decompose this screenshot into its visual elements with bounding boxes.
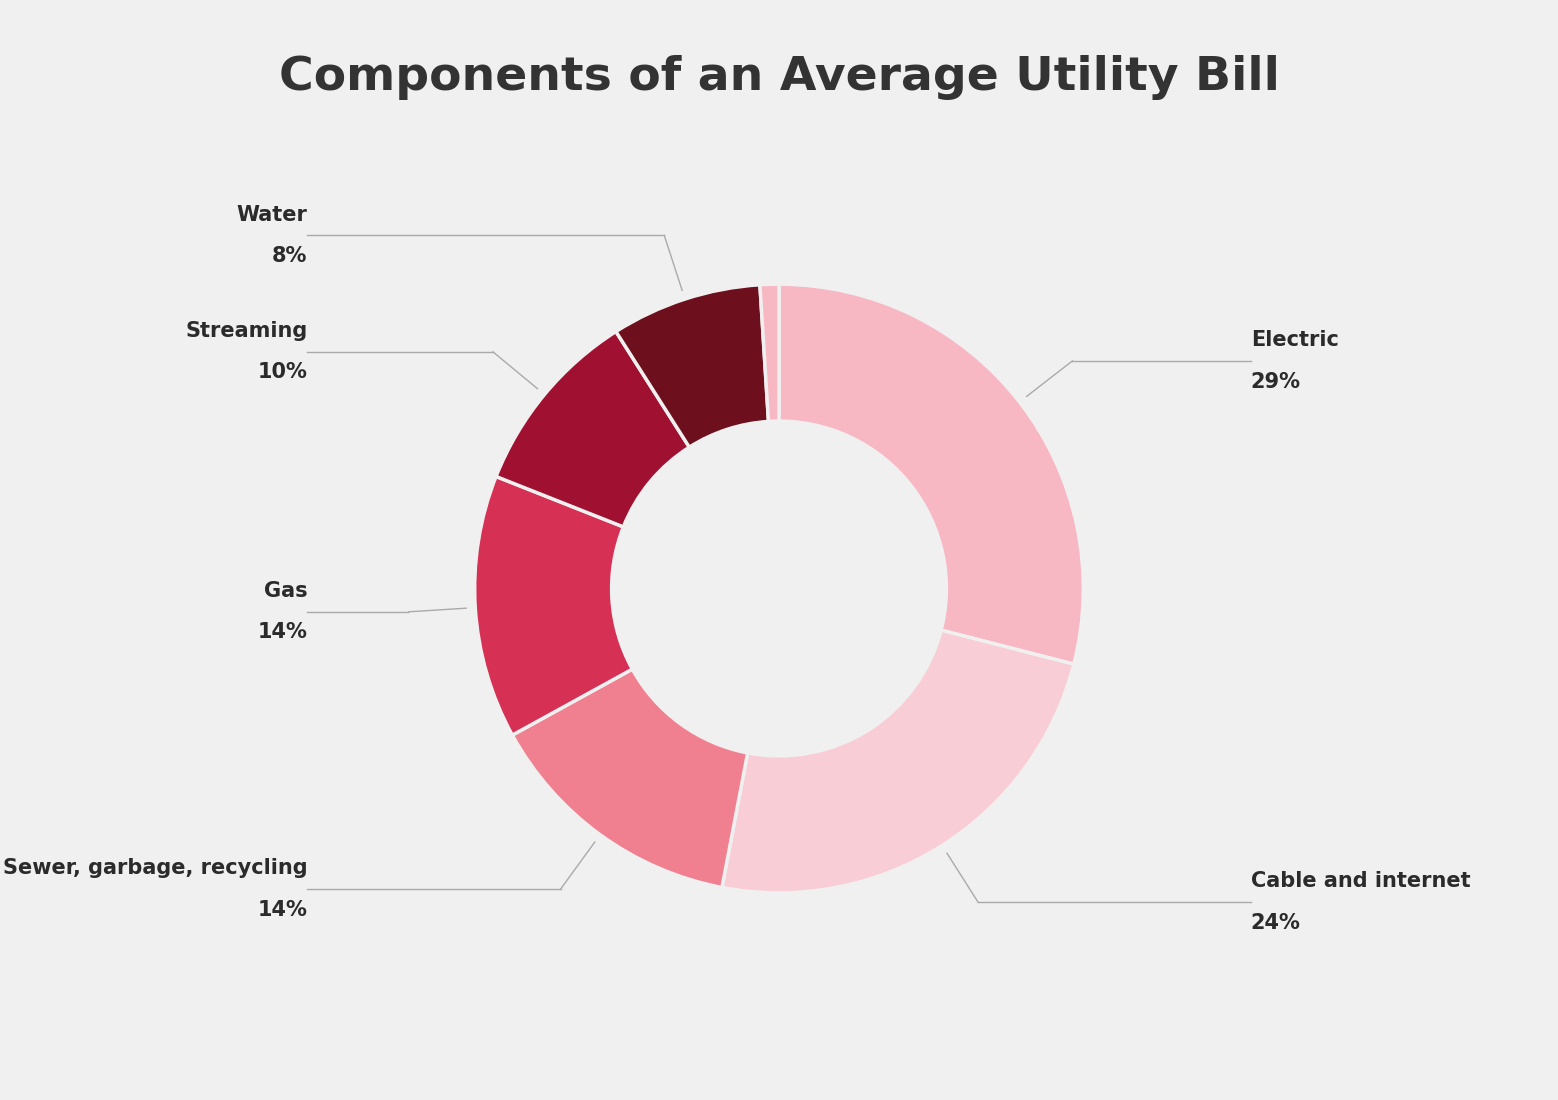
Wedge shape — [495, 331, 689, 527]
Wedge shape — [615, 285, 768, 448]
Text: Streaming: Streaming — [185, 321, 307, 341]
Text: Gas: Gas — [263, 581, 307, 602]
Wedge shape — [513, 669, 748, 888]
Text: Electric: Electric — [1251, 330, 1338, 350]
Wedge shape — [779, 284, 1083, 664]
Text: 14%: 14% — [257, 900, 307, 920]
Wedge shape — [721, 630, 1073, 893]
Text: Water: Water — [237, 205, 307, 224]
Text: 14%: 14% — [257, 623, 307, 642]
Wedge shape — [475, 476, 633, 735]
Text: 10%: 10% — [257, 363, 307, 383]
Text: 8%: 8% — [273, 246, 307, 266]
Text: Cable and internet: Cable and internet — [1251, 871, 1471, 891]
Wedge shape — [760, 284, 779, 421]
Text: Sewer, garbage, recycling: Sewer, garbage, recycling — [3, 858, 307, 878]
Text: Components of an Average Utility Bill: Components of an Average Utility Bill — [279, 55, 1279, 99]
Text: 29%: 29% — [1251, 372, 1301, 392]
Text: 24%: 24% — [1251, 913, 1301, 933]
